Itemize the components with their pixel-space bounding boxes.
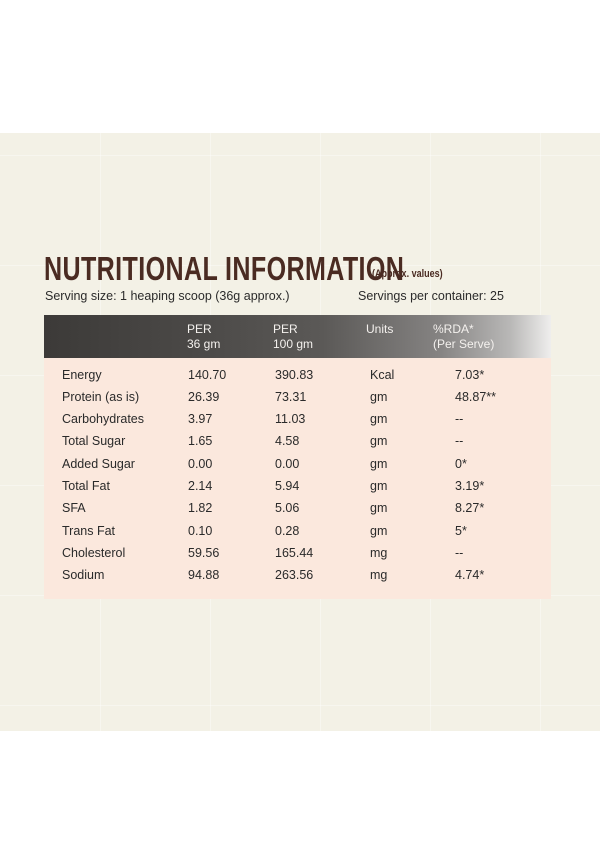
table-row: Energy 140.70 390.83 Kcal 7.03* [44, 364, 551, 386]
nutrient-name: Cholesterol [62, 546, 126, 560]
unit: mg [370, 568, 388, 582]
table-row: Protein (as is) 26.39 73.31 gm 48.87** [44, 386, 551, 408]
header-line1: PER [273, 322, 298, 336]
value-per-36gm: 0.00 [188, 457, 213, 471]
table-row: Carbohydrates 3.97 11.03 gm -- [44, 408, 551, 430]
value-per-100gm: 263.56 [275, 568, 314, 582]
unit: gm [370, 524, 388, 538]
unit: gm [370, 479, 388, 493]
nutrient-name: Energy [62, 368, 102, 382]
table-row: Trans Fat 0.10 0.28 gm 5* [44, 520, 551, 542]
rda-percent: 7.03* [455, 368, 485, 382]
rda-percent: -- [455, 546, 464, 560]
value-per-36gm: 1.82 [188, 501, 213, 515]
servings-per-container: Servings per container: 25 [358, 289, 504, 303]
table-row: SFA 1.82 5.06 gm 8.27* [44, 497, 551, 519]
nutrient-name: Carbohydrates [62, 412, 144, 426]
value-per-100gm: 165.44 [275, 546, 314, 560]
rda-percent: 5* [455, 524, 467, 538]
value-per-100gm: 5.94 [275, 479, 300, 493]
nutrient-name: SFA [62, 501, 86, 515]
nutrient-name: Total Sugar [62, 434, 126, 448]
header-line2: 100 gm [273, 337, 314, 351]
rda-percent: 3.19* [455, 479, 485, 493]
unit: gm [370, 457, 388, 471]
header-rda: %RDA* (Per Serve) [433, 322, 494, 352]
unit: gm [370, 412, 388, 426]
rda-percent: 48.87** [455, 390, 497, 404]
nutrient-name: Added Sugar [62, 457, 135, 471]
rda-percent: 8.27* [455, 501, 485, 515]
value-per-100gm: 0.00 [275, 457, 300, 471]
header-per-36gm: PER 36 gm [187, 322, 220, 352]
value-per-36gm: 140.70 [188, 368, 227, 382]
table-row: Total Sugar 1.65 4.58 gm -- [44, 430, 551, 452]
table-row: Sodium 94.88 263.56 mg 4.74* [44, 564, 551, 586]
header-line2: 36 gm [187, 337, 221, 351]
unit: gm [370, 501, 388, 515]
value-per-36gm: 0.10 [188, 524, 213, 538]
value-per-36gm: 3.97 [188, 412, 213, 426]
nutrient-name: Sodium [62, 568, 105, 582]
header-line2: (Per Serve) [433, 337, 495, 351]
unit: mg [370, 546, 388, 560]
header-units: Units [366, 322, 393, 337]
nutrient-name: Total Fat [62, 479, 110, 493]
value-per-36gm: 2.14 [188, 479, 213, 493]
page-title: NUTRITIONAL INFORMATION [44, 250, 405, 287]
table-header: PER 36 gm PER 100 gm Units %RDA* (Per Se… [44, 315, 551, 358]
unit: Kcal [370, 368, 395, 382]
value-per-100gm: 73.31 [275, 390, 307, 404]
table-row: Total Fat 2.14 5.94 gm 3.19* [44, 475, 551, 497]
table-row: Added Sugar 0.00 0.00 gm 0* [44, 453, 551, 475]
title-row: NUTRITIONAL INFORMATION (Approx. values) [44, 250, 458, 287]
value-per-100gm: 4.58 [275, 434, 300, 448]
value-per-36gm: 1.65 [188, 434, 213, 448]
rda-percent: 4.74* [455, 568, 485, 582]
header-line1: %RDA* [433, 322, 474, 336]
unit: gm [370, 434, 388, 448]
nutrition-table: PER 36 gm PER 100 gm Units %RDA* (Per Se… [44, 315, 551, 599]
value-per-36gm: 59.56 [188, 546, 220, 560]
value-per-36gm: 94.88 [188, 568, 220, 582]
header-per-100gm: PER 100 gm [273, 322, 313, 352]
rda-percent: 0* [455, 457, 467, 471]
value-per-100gm: 390.83 [275, 368, 314, 382]
value-per-100gm: 11.03 [275, 412, 306, 426]
rda-percent: -- [455, 412, 464, 426]
value-per-36gm: 26.39 [188, 390, 220, 404]
value-per-100gm: 0.28 [275, 524, 300, 538]
serving-size: Serving size: 1 heaping scoop (36g appro… [45, 289, 290, 303]
rda-percent: -- [455, 434, 464, 448]
unit: gm [370, 390, 388, 404]
title-note: (Approx. values) [372, 268, 443, 280]
header-line1: PER [187, 322, 212, 336]
table-row: Cholesterol 59.56 165.44 mg -- [44, 542, 551, 564]
value-per-100gm: 5.06 [275, 501, 300, 515]
nutrient-name: Protein (as is) [62, 390, 140, 404]
nutrient-name: Trans Fat [62, 524, 116, 538]
header-line1: Units [366, 322, 394, 336]
